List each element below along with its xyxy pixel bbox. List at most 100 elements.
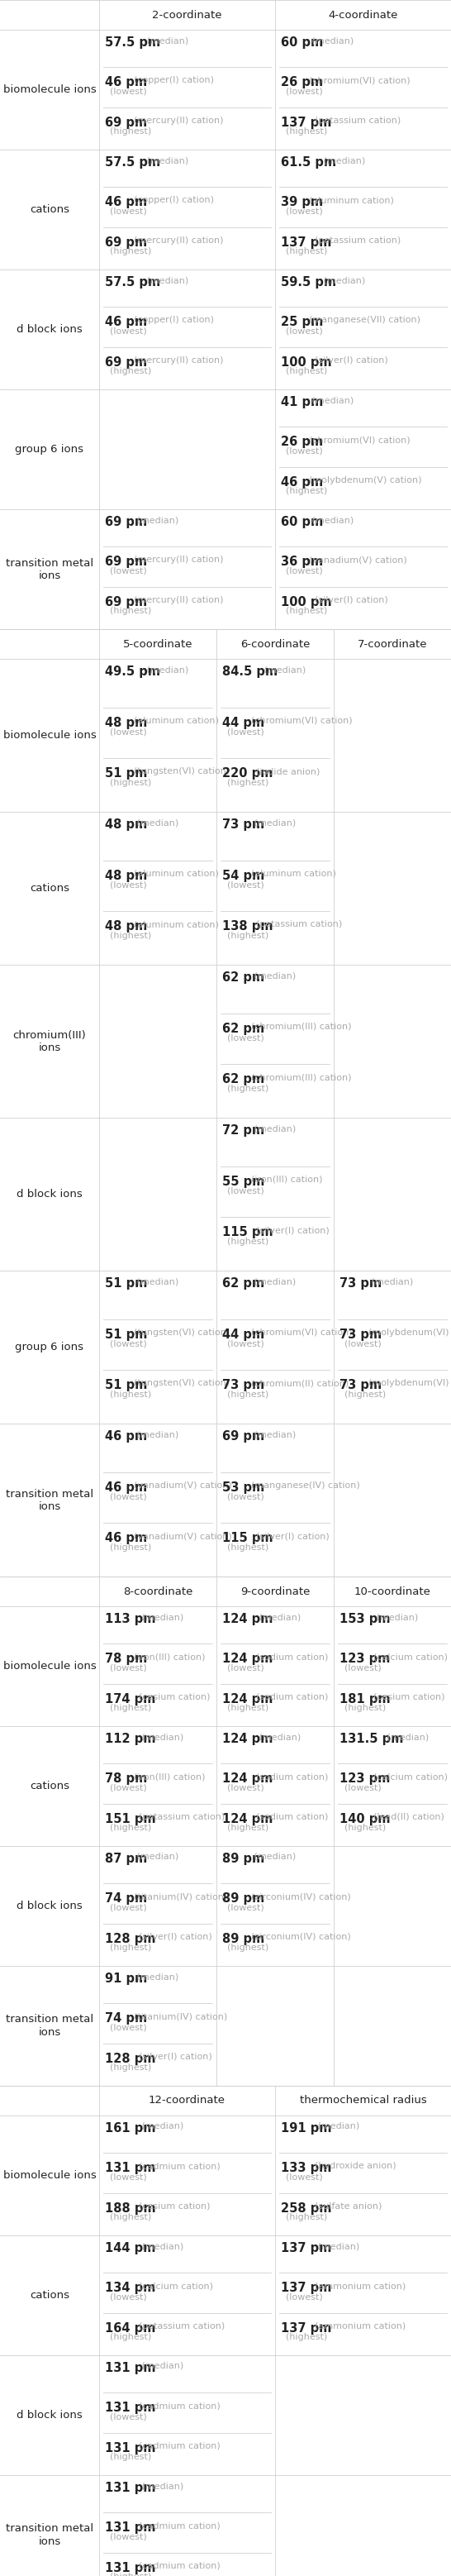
Text: chromium(III) ions: chromium(III) ions bbox=[13, 1030, 86, 1054]
Text: 72 pm: 72 pm bbox=[222, 1123, 264, 1136]
Text: (cesium cation): (cesium cation) bbox=[139, 2202, 210, 2210]
Text: (median): (median) bbox=[139, 1734, 184, 1741]
Text: 73 pm: 73 pm bbox=[340, 1278, 382, 1291]
Text: (lowest): (lowest) bbox=[345, 1785, 382, 1793]
Text: 128 pm: 128 pm bbox=[105, 1932, 156, 1945]
Text: (sodium cation): (sodium cation) bbox=[256, 1692, 328, 1700]
Text: (median): (median) bbox=[133, 1278, 178, 1285]
Text: (hydroxide anion): (hydroxide anion) bbox=[315, 2161, 396, 2172]
Text: 53 pm: 53 pm bbox=[222, 1481, 265, 1494]
Text: 151 pm: 151 pm bbox=[105, 1814, 156, 1824]
Text: (manganese(IV) cation): (manganese(IV) cation) bbox=[251, 1481, 359, 1489]
Text: 36 pm: 36 pm bbox=[281, 556, 323, 569]
Text: 133 pm: 133 pm bbox=[281, 2161, 331, 2174]
Text: cations: cations bbox=[30, 884, 69, 894]
Text: 69 pm: 69 pm bbox=[105, 595, 147, 608]
Text: (highest): (highest) bbox=[286, 247, 327, 255]
Text: (lowest): (lowest) bbox=[227, 1492, 264, 1502]
Text: (median): (median) bbox=[139, 2362, 184, 2370]
Text: (chromium(VI) cation): (chromium(VI) cation) bbox=[309, 435, 410, 443]
Text: (median): (median) bbox=[133, 1852, 178, 1860]
Text: 9-coordinate: 9-coordinate bbox=[240, 1587, 310, 1597]
Text: 89 pm: 89 pm bbox=[222, 1932, 265, 1945]
Text: (silver(I) cation): (silver(I) cation) bbox=[139, 2053, 212, 2061]
Text: (median): (median) bbox=[368, 1278, 413, 1285]
Text: (median): (median) bbox=[133, 819, 178, 827]
Text: 131 pm: 131 pm bbox=[105, 2401, 156, 2414]
Text: 6-coordinate: 6-coordinate bbox=[240, 639, 310, 649]
Text: (highest): (highest) bbox=[286, 608, 327, 616]
Text: (iron(III) cation): (iron(III) cation) bbox=[133, 1654, 205, 1662]
Text: 25 pm: 25 pm bbox=[281, 317, 323, 330]
Text: 26 pm: 26 pm bbox=[281, 435, 323, 448]
Text: 131 pm: 131 pm bbox=[105, 2362, 156, 2375]
Text: (aluminum cation): (aluminum cation) bbox=[133, 920, 218, 930]
Text: 73 pm: 73 pm bbox=[340, 1329, 382, 1340]
Text: 62 pm: 62 pm bbox=[222, 1074, 264, 1084]
Text: 138 pm: 138 pm bbox=[222, 920, 273, 933]
Text: 91 pm: 91 pm bbox=[105, 1973, 147, 1986]
Text: 59.5 pm: 59.5 pm bbox=[281, 276, 336, 289]
Text: 48 pm: 48 pm bbox=[105, 920, 147, 933]
Text: biomolecule ions: biomolecule ions bbox=[3, 2169, 96, 2182]
Text: 48 pm: 48 pm bbox=[105, 716, 147, 729]
Text: (lowest): (lowest) bbox=[286, 2174, 323, 2182]
Text: (lowest): (lowest) bbox=[110, 2414, 147, 2421]
Text: 46 pm: 46 pm bbox=[105, 317, 147, 330]
Text: (median): (median) bbox=[139, 1613, 184, 1620]
Text: (lowest): (lowest) bbox=[286, 88, 323, 95]
Text: (silver(I) cation): (silver(I) cation) bbox=[256, 1226, 329, 1234]
Text: thermochemical radius: thermochemical radius bbox=[299, 2094, 427, 2107]
Text: (highest): (highest) bbox=[227, 1391, 269, 1399]
Text: (potassium cation): (potassium cation) bbox=[256, 920, 342, 930]
Text: (chromium(VI) cation): (chromium(VI) cation) bbox=[251, 1329, 352, 1337]
Text: (highest): (highest) bbox=[286, 126, 327, 137]
Text: (cadmium cation): (cadmium cation) bbox=[139, 2561, 221, 2571]
Text: (molybdenum(V) cation): (molybdenum(V) cation) bbox=[309, 477, 422, 484]
Text: (lowest): (lowest) bbox=[110, 88, 147, 95]
Text: (vanadium(V) cation): (vanadium(V) cation) bbox=[133, 1481, 231, 1489]
Text: (median): (median) bbox=[251, 819, 295, 827]
Text: (median): (median) bbox=[256, 1734, 301, 1741]
Text: (molybdenum(VI) cation): (molybdenum(VI) cation) bbox=[368, 1329, 451, 1337]
Text: (lowest): (lowest) bbox=[286, 327, 323, 335]
Text: (lowest): (lowest) bbox=[110, 2532, 147, 2540]
Text: (highest): (highest) bbox=[227, 933, 269, 940]
Text: (lowest): (lowest) bbox=[110, 1904, 147, 1911]
Text: (copper(I) cation): (copper(I) cation) bbox=[133, 77, 213, 85]
Text: 62 pm: 62 pm bbox=[222, 1023, 264, 1036]
Text: (lowest): (lowest) bbox=[286, 448, 323, 456]
Text: 191 pm: 191 pm bbox=[281, 2123, 331, 2136]
Text: (aluminum cation): (aluminum cation) bbox=[133, 716, 218, 724]
Text: (median): (median) bbox=[144, 36, 189, 44]
Text: (ammonium cation): (ammonium cation) bbox=[315, 2282, 406, 2290]
Text: 137 pm: 137 pm bbox=[281, 2241, 331, 2254]
Text: 137 pm: 137 pm bbox=[281, 2282, 331, 2295]
Text: 131 pm: 131 pm bbox=[105, 2522, 156, 2535]
Text: (lead(II) cation): (lead(II) cation) bbox=[373, 1814, 444, 1821]
Text: (median): (median) bbox=[139, 2123, 184, 2130]
Text: (lowest): (lowest) bbox=[110, 206, 147, 216]
Text: (highest): (highest) bbox=[110, 2573, 152, 2576]
Text: (lowest): (lowest) bbox=[110, 327, 147, 335]
Text: 131 pm: 131 pm bbox=[105, 2481, 156, 2494]
Text: 137 pm: 137 pm bbox=[281, 116, 331, 129]
Text: 123 pm: 123 pm bbox=[340, 1654, 390, 1664]
Text: (highest): (highest) bbox=[345, 1703, 386, 1713]
Text: (cadmium cation): (cadmium cation) bbox=[139, 2401, 221, 2411]
Text: (highest): (highest) bbox=[286, 368, 327, 376]
Text: 124 pm: 124 pm bbox=[222, 1692, 273, 1705]
Text: 164 pm: 164 pm bbox=[105, 2321, 156, 2334]
Text: (median): (median) bbox=[309, 36, 354, 44]
Text: (highest): (highest) bbox=[110, 1391, 152, 1399]
Text: (lowest): (lowest) bbox=[110, 1785, 147, 1793]
Text: (potassium cation): (potassium cation) bbox=[139, 1814, 225, 1821]
Text: 78 pm: 78 pm bbox=[105, 1772, 147, 1785]
Text: (cesium cation): (cesium cation) bbox=[139, 1692, 210, 1700]
Text: (calcium cation): (calcium cation) bbox=[139, 2282, 213, 2290]
Text: 124 pm: 124 pm bbox=[222, 1734, 273, 1744]
Text: (median): (median) bbox=[256, 1613, 301, 1620]
Text: (chromium(VI) cation): (chromium(VI) cation) bbox=[309, 77, 410, 85]
Text: (lowest): (lowest) bbox=[227, 726, 264, 737]
Text: (mercury(II) cation): (mercury(II) cation) bbox=[133, 237, 223, 245]
